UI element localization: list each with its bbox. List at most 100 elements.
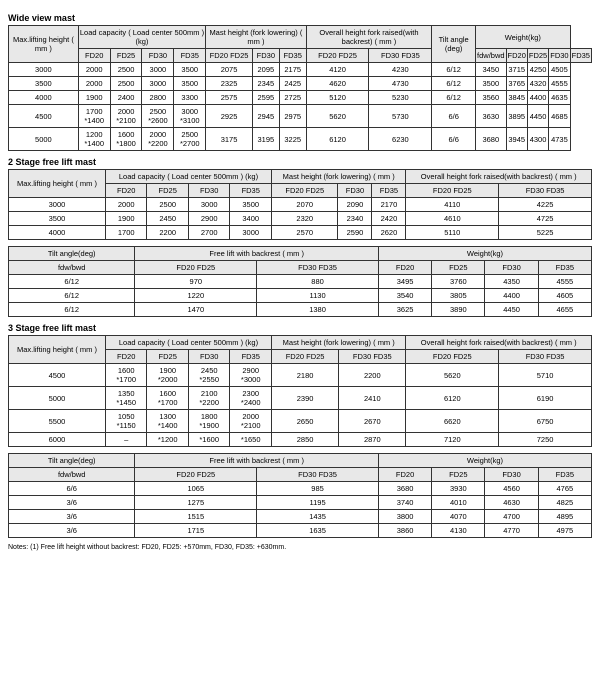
- table-cell: 3500: [9, 212, 106, 226]
- table-cell: 2345: [252, 77, 279, 91]
- hdr-tilt: Tilt angle (deg): [432, 26, 476, 63]
- table-cell: 2420: [372, 212, 406, 226]
- table-cell: 2500*2600: [142, 105, 174, 128]
- table-cell: 2410: [339, 387, 406, 410]
- hr: FD35: [174, 49, 206, 63]
- table-cell: 3845: [506, 91, 527, 105]
- table-cell: 1435: [257, 510, 379, 524]
- table-cell: 6120: [406, 387, 499, 410]
- table-row: 3/6151514353800407047004895: [9, 510, 592, 524]
- table-cell: 6750: [499, 410, 592, 433]
- table-cell: 2425: [279, 77, 306, 91]
- hr: FD20 FD25: [272, 350, 339, 364]
- table-cell: 1800*1900: [188, 410, 230, 433]
- hr: FD20: [105, 184, 147, 198]
- table-cell: 4500: [9, 105, 79, 128]
- hr: FD30: [485, 468, 538, 482]
- hr: FD20 FD25: [272, 184, 338, 198]
- table-cell: 4825: [538, 496, 591, 510]
- table-cell: 4350: [485, 275, 538, 289]
- hr: FD20 FD25: [306, 49, 369, 63]
- table-cell: 1715: [135, 524, 257, 538]
- table-cell: 2650: [272, 410, 339, 433]
- table-cell: 2075: [206, 63, 253, 77]
- table-cell: 2000: [78, 63, 110, 77]
- hr: FD35: [372, 184, 406, 198]
- hr: FD30: [142, 49, 174, 63]
- hdr: Max.lifting height ( mm ): [9, 336, 106, 364]
- table-cell: 4400: [485, 289, 538, 303]
- hr: FD25: [432, 468, 485, 482]
- table-row: 6/610659853680393045604765: [9, 482, 592, 496]
- table-cell: 3500: [476, 77, 507, 91]
- hdr: Load capacity ( Load center 500mm ) (kg): [105, 336, 271, 350]
- footnote: Notes: (1) Free lift height without back…: [8, 544, 592, 551]
- table-row: 6000–*1200*1600*16502850287071207250: [9, 433, 592, 447]
- table-cell: 3000: [230, 226, 272, 240]
- table-cell: 4700: [485, 510, 538, 524]
- table-cell: 4555: [549, 77, 570, 91]
- table-cell: 6/6: [432, 128, 476, 151]
- table-row: 3000200025003000350020702090217041104225: [9, 198, 592, 212]
- table-row: 6/12122011303540380544004605: [9, 289, 592, 303]
- hr: FD30: [188, 184, 230, 198]
- table-cell: 1700: [105, 226, 147, 240]
- wide-view-mast-table: Max.lifting height ( mm ) Load capacity …: [8, 25, 592, 151]
- section3-title: 3 Stage free lift mast: [8, 323, 592, 333]
- hr: FD30 FD35: [339, 350, 406, 364]
- hdr: Max.lifting height ( mm ): [9, 170, 106, 198]
- table-cell: *1600: [188, 433, 230, 447]
- table-cell: 5730: [369, 105, 432, 128]
- hr: FD30: [188, 350, 230, 364]
- table-cell: 7250: [499, 433, 592, 447]
- table-cell: 5710: [499, 364, 592, 387]
- table-cell: 4300: [527, 128, 548, 151]
- table-cell: 4225: [499, 198, 592, 212]
- hr: FD20: [78, 49, 110, 63]
- table-cell: 2070: [272, 198, 338, 212]
- table-cell: 2570: [272, 226, 338, 240]
- table-cell: 2575: [206, 91, 253, 105]
- table-cell: 3625: [378, 303, 431, 317]
- table-cell: 2925: [206, 105, 253, 128]
- hr: FD25: [147, 184, 189, 198]
- table-cell: 2945: [252, 105, 279, 128]
- table-row: 3000200025003000350020752095217541204230…: [9, 63, 592, 77]
- table-cell: 4230: [369, 63, 432, 77]
- hr: FD20: [378, 468, 431, 482]
- table-cell: 4635: [549, 91, 570, 105]
- hdr: Tilt angle(deg): [9, 247, 135, 261]
- hr: FD30: [485, 261, 538, 275]
- table-cell: 4605: [538, 289, 591, 303]
- table-cell: 4110: [406, 198, 499, 212]
- table-cell: 1900: [78, 91, 110, 105]
- table-cell: 880: [257, 275, 379, 289]
- table-cell: 3195: [252, 128, 279, 151]
- table-cell: 6120: [306, 128, 369, 151]
- hr: FD30: [338, 184, 372, 198]
- hr: FD35: [230, 184, 272, 198]
- table-row: 3500190024502900340023202340242046104725: [9, 212, 592, 226]
- table-cell: 2900: [188, 212, 230, 226]
- table-cell: 4620: [306, 77, 369, 91]
- table-cell: 3/6: [9, 510, 135, 524]
- table-cell: 2300*2400: [230, 387, 272, 410]
- table-cell: 2500: [147, 198, 189, 212]
- hr: FD30 FD35: [499, 350, 592, 364]
- table-cell: 2850: [272, 433, 339, 447]
- table-row: 3/6127511953740401046304825: [9, 496, 592, 510]
- table-row: 50001350*14501600*17002100*22002300*2400…: [9, 387, 592, 410]
- table-cell: 4505: [549, 63, 570, 77]
- stage3-table1: Max.lifting height ( mm ) Load capacity …: [8, 335, 592, 447]
- table-cell: 4000: [9, 226, 106, 240]
- hr: FD35: [230, 350, 272, 364]
- stage3-table2: Tilt angle(deg) Free lift with backrest …: [8, 453, 592, 538]
- table-cell: 4770: [485, 524, 538, 538]
- hr: FD30 FD35: [257, 468, 379, 482]
- table-cell: 2200: [147, 226, 189, 240]
- table-cell: 1635: [257, 524, 379, 538]
- table-cell: *1200: [147, 433, 189, 447]
- table-cell: 2170: [372, 198, 406, 212]
- table-cell: 1515: [135, 510, 257, 524]
- table-cell: 2620: [372, 226, 406, 240]
